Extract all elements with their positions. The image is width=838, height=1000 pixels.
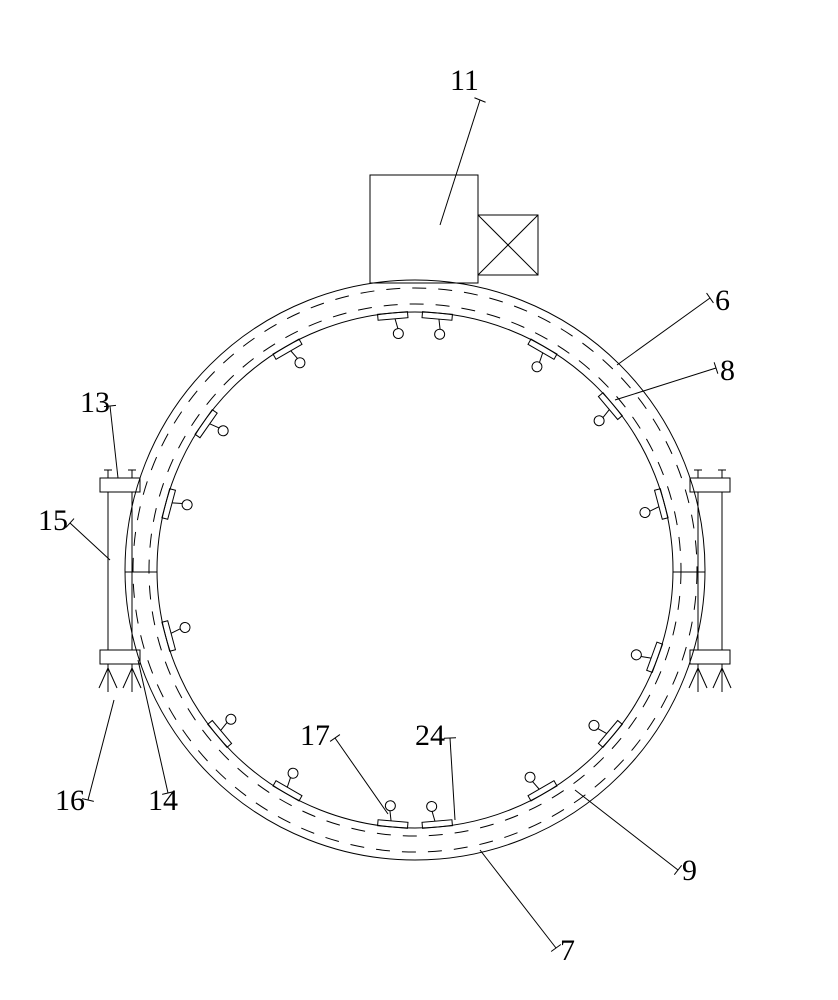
clamp-right-wingnut-0 <box>698 668 707 688</box>
label-text-17: 17 <box>300 719 330 752</box>
label-16: 16 <box>55 700 114 817</box>
nozzle-15 <box>635 489 668 525</box>
nozzle-8 <box>162 489 195 525</box>
label-text-7: 7 <box>560 934 575 967</box>
clamp-right <box>689 470 731 692</box>
clamp-right-upper-plate <box>690 478 730 492</box>
outer-ring <box>125 280 705 860</box>
label-text-14: 14 <box>148 784 178 817</box>
label-text-8: 8 <box>720 354 735 387</box>
label-11: 11 <box>440 64 486 225</box>
nozzle-3 <box>420 800 452 829</box>
track-outer <box>133 288 697 852</box>
label-24: 24 <box>415 719 456 820</box>
nozzle-6 <box>208 708 247 748</box>
nozzle-1 <box>583 708 622 748</box>
nozzle-10 <box>273 339 312 377</box>
clamp-right-lower-plate <box>690 650 730 664</box>
nozzle-11 <box>378 312 410 341</box>
clamp-left <box>99 470 141 692</box>
nozzle-4 <box>378 800 410 829</box>
clamp-right-wingnut-1 <box>722 668 731 688</box>
clamp-left-lower-plate <box>100 650 140 664</box>
nozzle-13 <box>518 339 557 377</box>
label-text-24: 24 <box>415 719 445 752</box>
label-text-13: 13 <box>80 386 110 419</box>
nozzle-0 <box>628 635 663 672</box>
label-text-9: 9 <box>682 854 697 887</box>
clamp-left-wingnut-0 <box>108 668 117 688</box>
label-text-11: 11 <box>450 64 479 97</box>
nozzle-9 <box>195 410 234 449</box>
clamp-left-upper-plate <box>100 478 140 492</box>
label-13: 13 <box>80 386 118 478</box>
label-17: 17 <box>300 719 388 814</box>
label-text-16: 16 <box>55 784 85 817</box>
label-6: 6 <box>617 284 730 365</box>
label-text-15: 15 <box>38 504 68 537</box>
clamp-left-wingnut-1 <box>132 668 141 688</box>
label-14: 14 <box>138 660 178 817</box>
nozzle-7 <box>162 616 195 652</box>
label-8: 8 <box>615 354 735 400</box>
nozzle-2 <box>518 763 557 801</box>
label-9: 9 <box>575 790 697 887</box>
label-text-6: 6 <box>715 284 730 317</box>
motor-body <box>370 175 478 283</box>
label-15: 15 <box>38 504 110 560</box>
track-inner <box>149 304 681 836</box>
nozzle-14 <box>583 393 622 433</box>
nozzle-5 <box>273 763 312 801</box>
label-7: 7 <box>480 850 575 967</box>
nozzle-12 <box>420 312 452 341</box>
